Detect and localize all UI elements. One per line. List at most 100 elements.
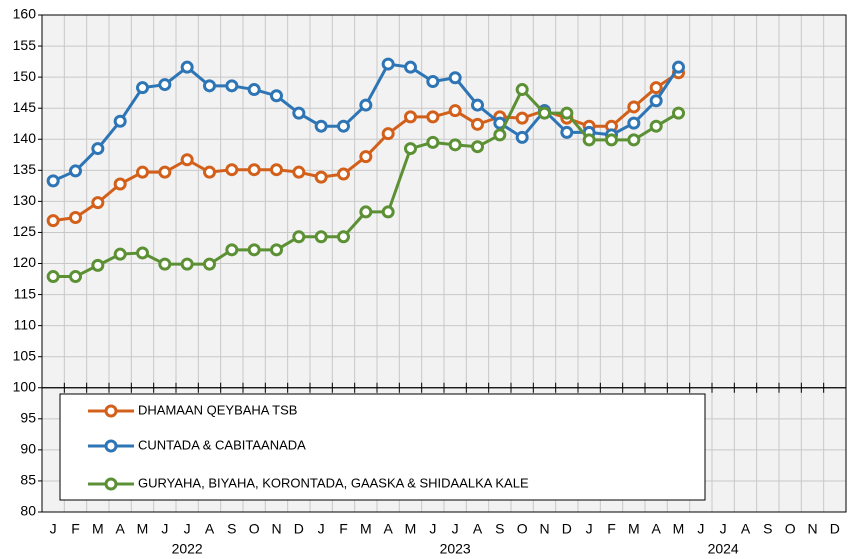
point xyxy=(471,98,484,112)
point xyxy=(113,247,127,261)
point xyxy=(46,174,60,188)
legend-label: GURYAHA, BIYAHA, KORONTADA, GAASKA & SHI… xyxy=(138,475,529,490)
point xyxy=(247,243,261,257)
point xyxy=(672,60,685,74)
point xyxy=(292,106,306,120)
point xyxy=(91,142,105,156)
point xyxy=(158,257,172,271)
point xyxy=(627,100,641,114)
point xyxy=(515,130,529,144)
point xyxy=(337,167,350,181)
x-tick-label: J xyxy=(318,521,325,537)
point xyxy=(426,110,440,124)
x-tick-label: J xyxy=(586,521,593,537)
x-tick-label: M xyxy=(360,521,372,537)
point xyxy=(426,74,440,88)
x-tick-label: S xyxy=(495,521,504,537)
x-tick-label: O xyxy=(785,521,796,537)
point xyxy=(672,106,685,120)
x-tick-label: J xyxy=(50,521,57,537)
x-tick-label: M xyxy=(405,521,417,537)
point xyxy=(203,79,216,93)
point xyxy=(359,150,373,164)
x-tick-label: J xyxy=(720,521,727,537)
x-tick-label: D xyxy=(830,521,840,537)
point xyxy=(515,111,529,125)
year-label: 2023 xyxy=(440,541,471,557)
point xyxy=(270,89,283,103)
point xyxy=(538,106,551,120)
point xyxy=(605,133,618,147)
point xyxy=(560,125,574,139)
y-tick-label: 125 xyxy=(13,223,37,239)
point xyxy=(448,138,462,152)
point xyxy=(158,165,172,179)
point xyxy=(448,71,462,85)
point xyxy=(337,230,350,244)
x-tick-label: F xyxy=(339,521,348,537)
y-tick-label: 120 xyxy=(13,254,37,270)
point xyxy=(381,57,395,71)
y-tick-label: 130 xyxy=(13,192,37,208)
x-tick-label: N xyxy=(539,521,549,537)
x-tick-label: J xyxy=(161,521,168,537)
point xyxy=(292,230,306,244)
point xyxy=(91,258,105,272)
x-tick-label: F xyxy=(607,521,616,537)
point xyxy=(493,128,507,142)
x-tick-label: M xyxy=(673,521,685,537)
point xyxy=(448,104,462,118)
y-tick-label: 145 xyxy=(13,99,37,115)
x-tick-label: N xyxy=(807,521,817,537)
y-tick-label: 115 xyxy=(14,285,37,301)
point xyxy=(158,78,172,92)
point xyxy=(136,246,149,260)
x-tick-label: A xyxy=(473,521,483,537)
point xyxy=(314,170,328,184)
point xyxy=(69,164,82,178)
point xyxy=(337,119,350,133)
point xyxy=(180,153,194,167)
point xyxy=(225,79,239,93)
point xyxy=(180,60,194,74)
x-tick-label: A xyxy=(115,521,125,537)
point xyxy=(180,257,194,271)
point xyxy=(359,98,373,112)
point xyxy=(91,196,105,210)
point xyxy=(203,165,216,179)
point xyxy=(649,119,663,133)
point xyxy=(203,257,216,271)
point xyxy=(247,83,261,97)
x-tick-label: J xyxy=(184,521,191,537)
x-tick-label: M xyxy=(137,521,149,537)
point xyxy=(46,270,60,284)
y-tick-label: 100 xyxy=(13,378,37,394)
point xyxy=(247,163,261,177)
y-tick-label: 85 xyxy=(20,472,36,488)
point xyxy=(136,165,149,179)
year-label: 2024 xyxy=(708,541,739,557)
x-tick-label: A xyxy=(383,521,393,537)
x-tick-label: A xyxy=(741,521,751,537)
x-tick-label: A xyxy=(205,521,215,537)
point xyxy=(270,163,283,177)
point xyxy=(225,243,239,257)
point xyxy=(426,135,440,149)
x-tick-label: M xyxy=(92,521,104,537)
point xyxy=(69,270,82,284)
y-tick-label: 140 xyxy=(13,130,37,146)
point xyxy=(515,83,529,97)
point xyxy=(471,117,484,131)
point xyxy=(136,81,149,95)
point xyxy=(627,133,641,147)
point xyxy=(649,81,663,95)
x-tick-label: D xyxy=(562,521,572,537)
point xyxy=(582,133,596,147)
point xyxy=(404,142,417,156)
point xyxy=(292,165,306,179)
x-tick-label: J xyxy=(697,521,704,537)
point xyxy=(649,94,663,108)
x-tick-label: J xyxy=(452,521,459,537)
point xyxy=(113,177,127,191)
